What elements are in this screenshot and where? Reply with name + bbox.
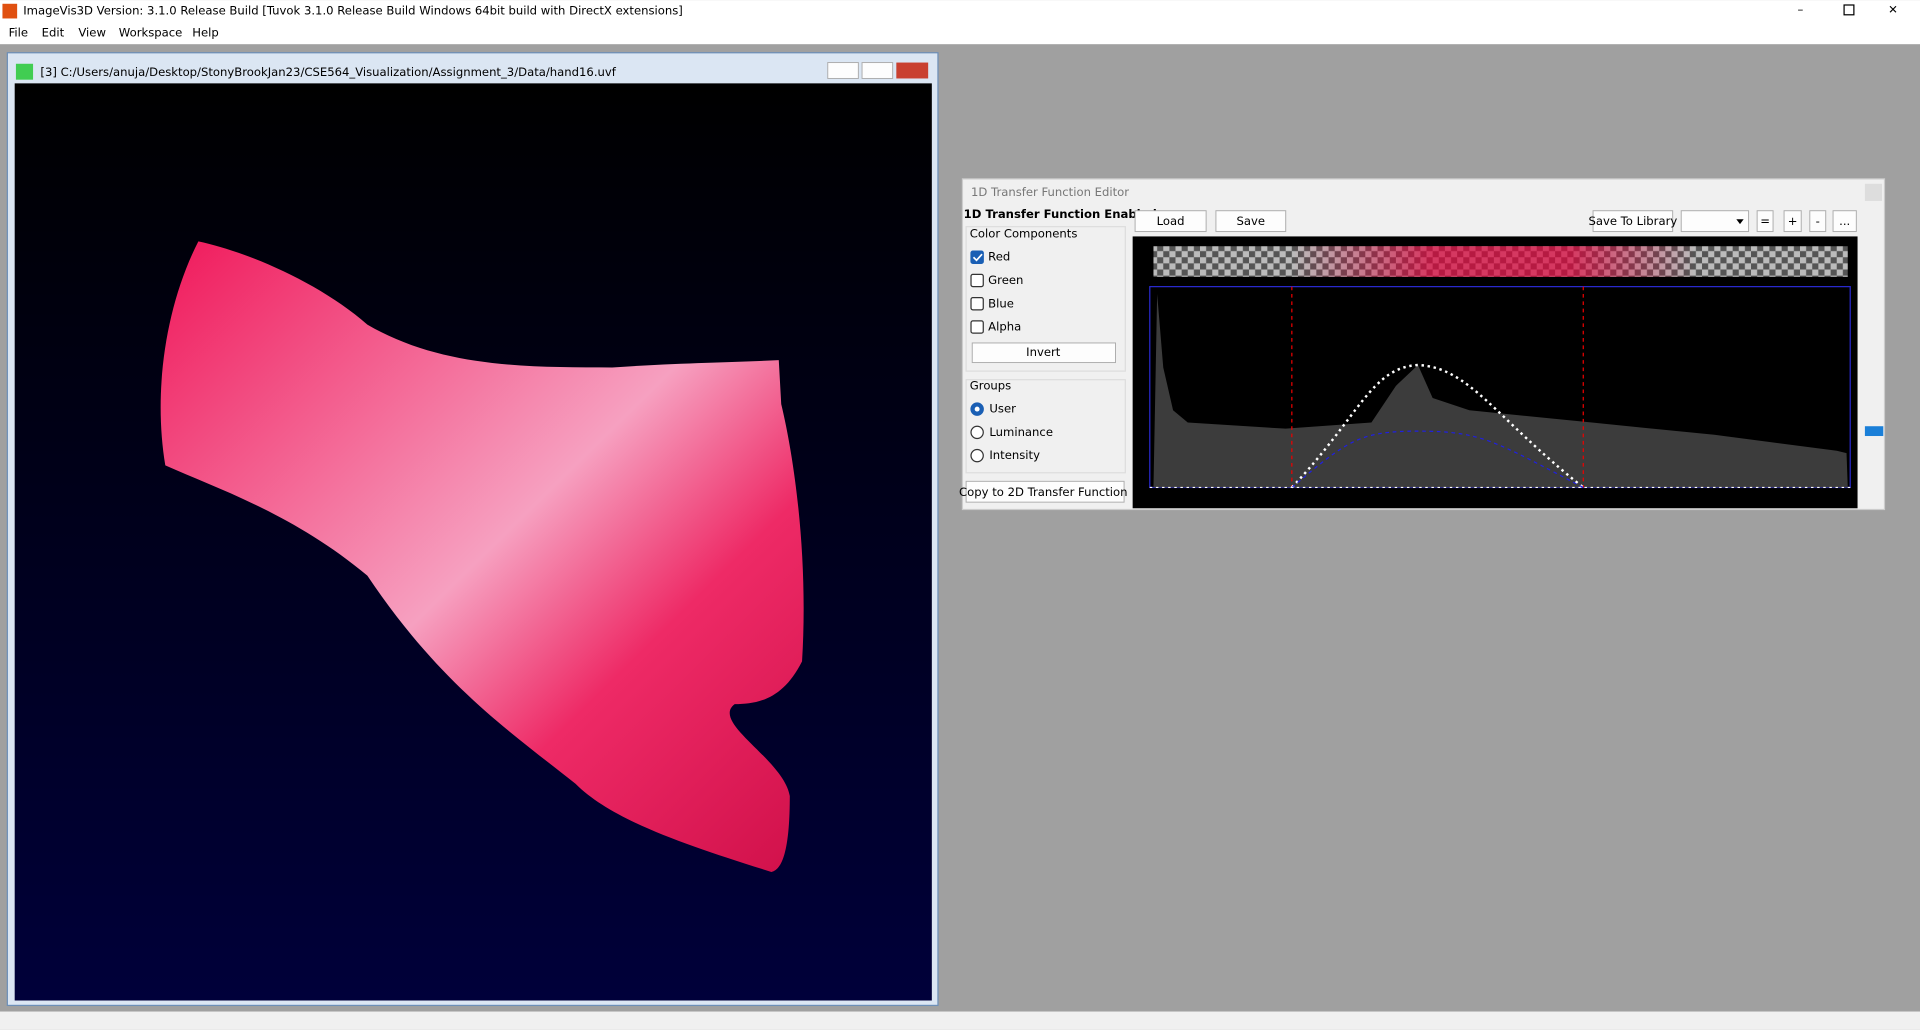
window-title: [3] C:/Users/anuja/Desktop/StonyBrookJan… (40, 65, 616, 79)
button[interactable] (1134, 210, 1207, 233)
app-title: ImageVis3D Version: 3.1.0 Release Build … (23, 4, 683, 18)
red-curve (1291, 430, 1584, 488)
histogram (1153, 293, 1848, 488)
menu-item[interactable]: Edit (42, 26, 65, 40)
win-minimize[interactable] (827, 62, 859, 79)
library-button-label: Save To Library (1588, 214, 1677, 228)
radio-label: Intensity (989, 448, 1040, 462)
status-bar (0, 1011, 1920, 1030)
library-button-label: - (1816, 214, 1820, 228)
menu-item[interactable]: Help (192, 26, 219, 40)
render-window: [3] C:/Users/anuja/Desktop/StonyBrookJan… (6, 52, 939, 1007)
menu-item[interactable]: Workspace (119, 26, 183, 40)
library-button[interactable] (1832, 210, 1857, 233)
alpha-curve (1290, 363, 1585, 489)
volume-render (160, 241, 804, 872)
checkbox-label: Blue (988, 296, 1014, 310)
copy-button[interactable] (965, 480, 1125, 503)
editor-close[interactable] (1864, 183, 1883, 201)
title-menu-bar (0, 0, 1920, 45)
combo-arrow (1736, 219, 1744, 225)
radio-dot (974, 406, 980, 412)
tf-editor: 1D Transfer Function Editor 1D Transfer … (959, 178, 1886, 511)
minimize[interactable]: – (1798, 2, 1804, 16)
qt-icon (15, 63, 34, 80)
maximize[interactable] (1843, 4, 1855, 16)
editor-status: 1D Transfer Function Enabled (964, 207, 1157, 221)
invert-button[interactable] (971, 342, 1116, 364)
button-label: Load (1157, 214, 1185, 228)
radio[interactable] (970, 425, 984, 440)
checkbox[interactable] (970, 297, 984, 311)
library-button[interactable] (1592, 210, 1674, 233)
radio[interactable] (970, 448, 984, 463)
checkmark (972, 253, 983, 262)
copy-label: Copy to 2D Transfer Function (959, 485, 1127, 499)
checkbox-label: Red (988, 250, 1010, 264)
win-close[interactable] (896, 62, 929, 79)
close[interactable]: ✕ (1888, 2, 1898, 16)
editor-title: 1D Transfer Function Editor (971, 185, 1129, 199)
library-button-label: ... (1839, 214, 1850, 228)
checkbox[interactable] (970, 273, 984, 288)
color-strip-overlay (1153, 246, 1848, 277)
checkbox-label: Alpha (988, 320, 1021, 334)
menu-item[interactable]: File (9, 26, 28, 40)
library-button[interactable] (1809, 210, 1827, 233)
checkbox[interactable] (970, 250, 984, 264)
button[interactable] (1215, 210, 1287, 233)
button-label: Save (1237, 214, 1266, 228)
invert-label: Invert (1026, 345, 1061, 359)
color-group-title: Color Components (970, 226, 1078, 240)
radio-label: User (989, 402, 1016, 416)
library-button-label: = (1760, 214, 1770, 228)
checkbox[interactable] (970, 320, 984, 334)
slider-handle[interactable] (1864, 426, 1884, 437)
color-group (965, 226, 1126, 372)
library-button-label: + (1788, 214, 1798, 228)
app-icon (2, 3, 18, 19)
menu-item[interactable]: View (78, 26, 106, 40)
library-button[interactable] (1756, 210, 1774, 233)
library-button[interactable] (1783, 210, 1802, 233)
radio-label: Luminance (989, 425, 1053, 439)
groups-title: Groups (970, 378, 1011, 392)
groups-box (965, 379, 1126, 474)
checkbox-label: Green (988, 273, 1023, 287)
library-combo[interactable] (1680, 210, 1750, 233)
win-restore[interactable] (861, 62, 894, 79)
